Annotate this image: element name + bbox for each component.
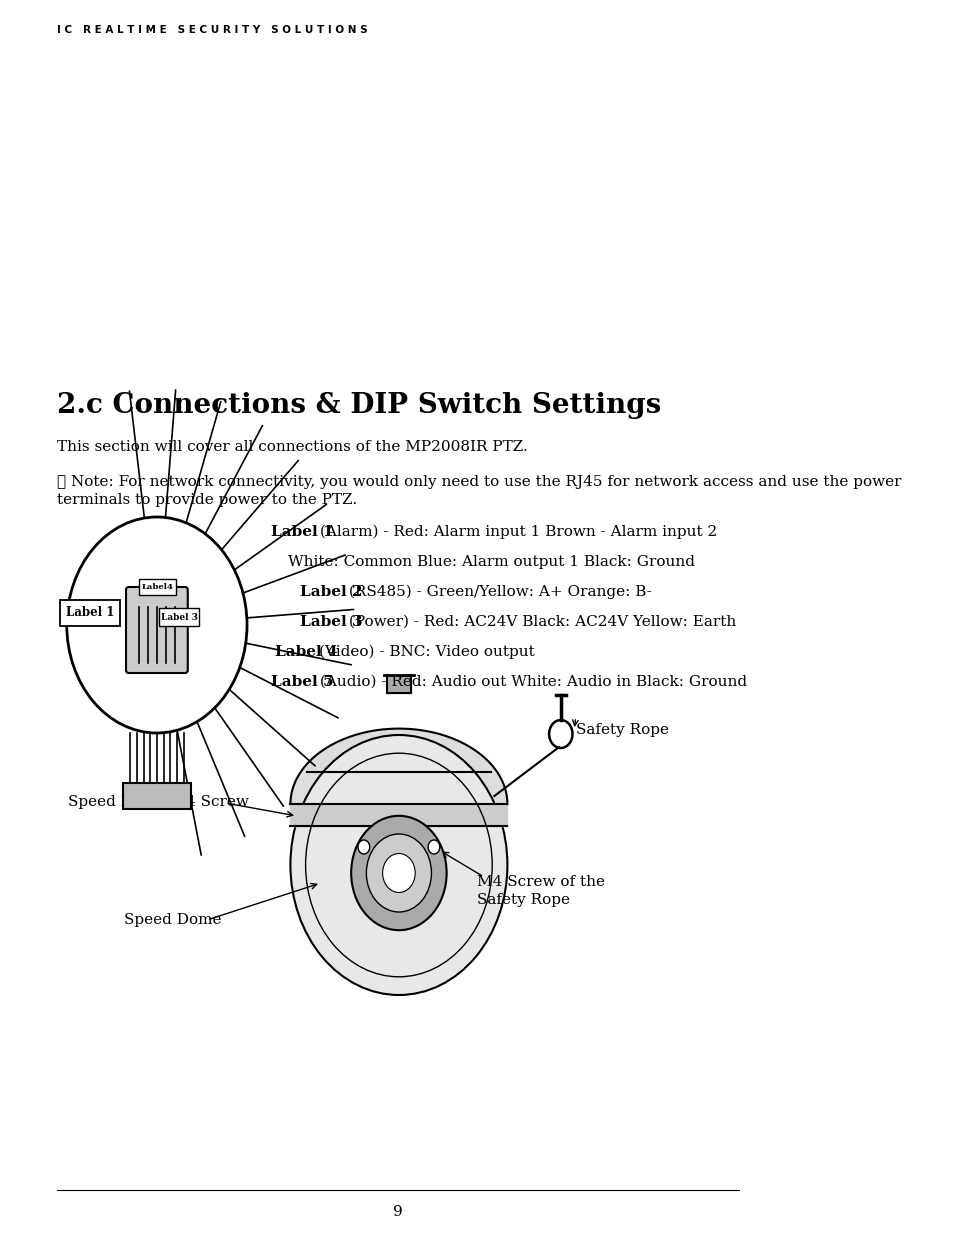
Circle shape: [382, 853, 415, 893]
Circle shape: [67, 517, 247, 734]
Text: Label 3: Label 3: [161, 613, 197, 621]
Text: (RS485) - Green/Yellow: A+ Orange: B-: (RS485) - Green/Yellow: A+ Orange: B-: [344, 585, 651, 599]
Text: Label 2: Label 2: [300, 585, 362, 599]
Text: 2.c Connections & DIP Switch Settings: 2.c Connections & DIP Switch Settings: [56, 391, 660, 419]
Text: (Video) - BNC: Video output: (Video) - BNC: Video output: [319, 645, 535, 659]
Text: Label4: Label4: [142, 583, 173, 592]
Text: (Alarm) - Red: Alarm input 1 Brown - Alarm input 2: (Alarm) - Red: Alarm input 1 Brown - Ala…: [314, 525, 717, 540]
Polygon shape: [290, 729, 507, 804]
Text: Safety Rope: Safety Rope: [576, 722, 668, 737]
Text: Speed Dome: Speed Dome: [123, 913, 221, 927]
Text: Speed Dome M4 Screw: Speed Dome M4 Screw: [69, 795, 249, 809]
Circle shape: [290, 735, 507, 995]
FancyBboxPatch shape: [123, 783, 191, 809]
Text: I C   R E A L T I M E   S E C U R I T Y   S O L U T I O N S: I C R E A L T I M E S E C U R I T Y S O …: [56, 25, 367, 35]
Circle shape: [428, 840, 439, 853]
Text: terminals to provide power to the PTZ.: terminals to provide power to the PTZ.: [56, 493, 356, 508]
Text: Label 5: Label 5: [271, 676, 334, 689]
FancyBboxPatch shape: [60, 600, 120, 626]
Circle shape: [357, 840, 370, 853]
Text: White: Common Blue: Alarm output 1 Black: Ground: White: Common Blue: Alarm output 1 Black…: [288, 555, 694, 569]
Circle shape: [366, 834, 431, 911]
Text: Label 3: Label 3: [300, 615, 363, 629]
Text: (Power) - Red: AC24V Black: AC24V Yellow: Earth: (Power) - Red: AC24V Black: AC24V Yellow…: [344, 615, 736, 629]
Text: 9: 9: [393, 1205, 402, 1219]
FancyBboxPatch shape: [126, 587, 188, 673]
Text: This section will cover all connections of the MP2008IR PTZ.: This section will cover all connections …: [56, 440, 527, 454]
Circle shape: [351, 816, 446, 930]
Text: Label 1: Label 1: [66, 606, 114, 620]
FancyBboxPatch shape: [159, 608, 199, 626]
Text: ✏ Note: For network connectivity, you would only need to use the RJ45 for networ: ✏ Note: For network connectivity, you wo…: [56, 475, 901, 489]
Text: Label 4: Label 4: [275, 645, 337, 659]
Text: Label 1: Label 1: [271, 525, 334, 538]
Text: M4 Screw of the: M4 Screw of the: [476, 876, 605, 889]
Text: (Audio) - Red: Audio out White: Audio in Black: Ground: (Audio) - Red: Audio out White: Audio in…: [314, 676, 746, 689]
Text: Safety Rope: Safety Rope: [476, 893, 570, 906]
FancyBboxPatch shape: [139, 579, 176, 595]
